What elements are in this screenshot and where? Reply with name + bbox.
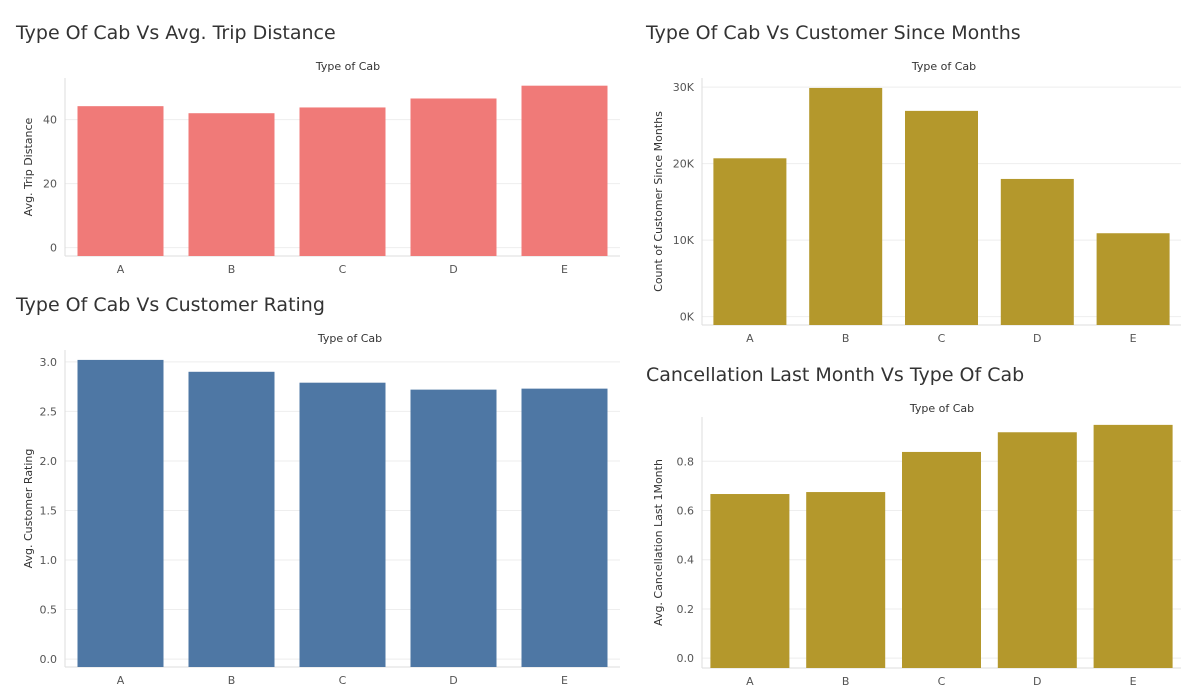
customer-rating-title: Type Of Cab Vs Customer Rating [16, 294, 325, 316]
bar-c[interactable] [299, 382, 386, 667]
x-tick-label: B [228, 674, 236, 687]
x-tick-label: D [1033, 332, 1041, 345]
x-tick-label: D [449, 263, 457, 276]
bar-d[interactable] [410, 98, 497, 256]
bar-e[interactable] [521, 388, 608, 667]
cancellation-panel: Cancellation Last Month Vs Type Of Cab T… [630, 355, 1200, 700]
y-tick-label: 40 [43, 114, 57, 127]
x-tick-label: A [746, 675, 754, 688]
bar-b[interactable] [806, 492, 886, 668]
customer-since-chart: Type of Cab 0K 10K 20K 30K Count of Customer … [652, 60, 1181, 345]
x-tick-label: C [938, 675, 946, 688]
x-tick-label: A [117, 674, 125, 687]
bar-c[interactable] [905, 110, 978, 325]
bar-b[interactable] [188, 371, 275, 667]
y-tick-label: 3.0 [40, 356, 58, 369]
cancellation-title: Cancellation Last Month Vs Type Of Cab [646, 364, 1025, 386]
bar-d[interactable] [410, 389, 497, 667]
y-tick-label: 0.4 [677, 554, 695, 567]
x-tick-label: E [1130, 332, 1137, 345]
bar-a[interactable] [713, 158, 787, 325]
x-tick-label: D [1033, 675, 1041, 688]
y-tick-label: 10K [673, 234, 695, 247]
bar-e[interactable] [521, 85, 608, 256]
y-tick-label: 0.2 [677, 603, 695, 616]
cancellation-chart: Type of Cab 0.0 0.2 0.4 0.6 0.8 Avg. Cancellat… [652, 402, 1181, 688]
x-tick-label: B [228, 263, 236, 276]
x-tick-label: E [561, 263, 568, 276]
customer-rating-panel: Type Of Cab Vs Customer Rating Type of C… [0, 290, 640, 700]
y-tick-label: 0 [50, 242, 57, 255]
bar-c[interactable] [299, 107, 386, 256]
x-tick-label: C [339, 674, 347, 687]
y-tick-label: 20K [673, 158, 695, 171]
x-tick-label: B [842, 332, 850, 345]
column-header: Type of Cab [317, 332, 382, 345]
x-tick-label: D [449, 674, 457, 687]
bar-b[interactable] [809, 87, 883, 325]
y-tick-label: 0.0 [40, 653, 58, 666]
y-tick-label: 0.5 [40, 604, 58, 617]
column-header: Type of Cab [909, 402, 974, 415]
x-tick-label: E [561, 674, 568, 687]
bar-e[interactable] [1096, 233, 1170, 325]
x-tick-label: E [1130, 675, 1137, 688]
y-axis-title: Avg. Customer Rating [22, 449, 35, 569]
y-axis-title: Avg. Cancellation Last 1Month [652, 459, 665, 626]
bar-b[interactable] [188, 113, 275, 257]
column-header: Type of Cab [911, 60, 976, 73]
y-tick-label: 0.0 [677, 652, 695, 665]
bar-a[interactable] [77, 359, 164, 667]
x-tick-label: A [117, 263, 125, 276]
bar-d[interactable] [997, 432, 1077, 668]
x-tick-label: B [842, 675, 850, 688]
y-axis-title: Avg. Trip Distance [22, 117, 35, 216]
customer-rating-chart: Type of Cab 0.0 0.5 1.0 1.5 2.0 2.5 3.0 Avg. Cus… [22, 332, 620, 687]
y-tick-label: 1.5 [40, 504, 58, 517]
bar-d[interactable] [1000, 178, 1074, 325]
y-axis-title: Count of Customer Since Months [652, 111, 665, 292]
y-tick-label: 0.6 [677, 505, 695, 518]
x-tick-label: A [746, 332, 754, 345]
y-tick-label: 1.0 [40, 554, 58, 567]
trip-distance-chart: Type of Cab 0 20 40 Avg. Trip Distance A B C D E [22, 60, 620, 276]
customer-since-title: Type Of Cab Vs Customer Since Months [646, 22, 1021, 44]
y-tick-label: 0K [680, 311, 695, 324]
customer-since-panel: Type Of Cab Vs Customer Since Months Typ… [630, 0, 1200, 355]
x-tick-label: C [938, 332, 946, 345]
bar-a[interactable] [710, 494, 790, 668]
trip-distance-title: Type Of Cab Vs Avg. Trip Distance [16, 22, 336, 44]
bar-c[interactable] [902, 451, 981, 668]
bar-a[interactable] [77, 106, 164, 256]
bar-e[interactable] [1093, 424, 1173, 668]
y-tick-label: 20 [43, 178, 57, 191]
column-header: Type of Cab [315, 60, 380, 73]
x-tick-label: C [339, 263, 347, 276]
y-tick-label: 2.0 [40, 455, 58, 468]
y-tick-label: 2.5 [40, 405, 58, 418]
trip-distance-panel: Type Of Cab Vs Avg. Trip Distance Type o… [0, 0, 640, 290]
y-tick-label: 30K [673, 81, 695, 94]
y-tick-label: 0.8 [677, 455, 695, 468]
